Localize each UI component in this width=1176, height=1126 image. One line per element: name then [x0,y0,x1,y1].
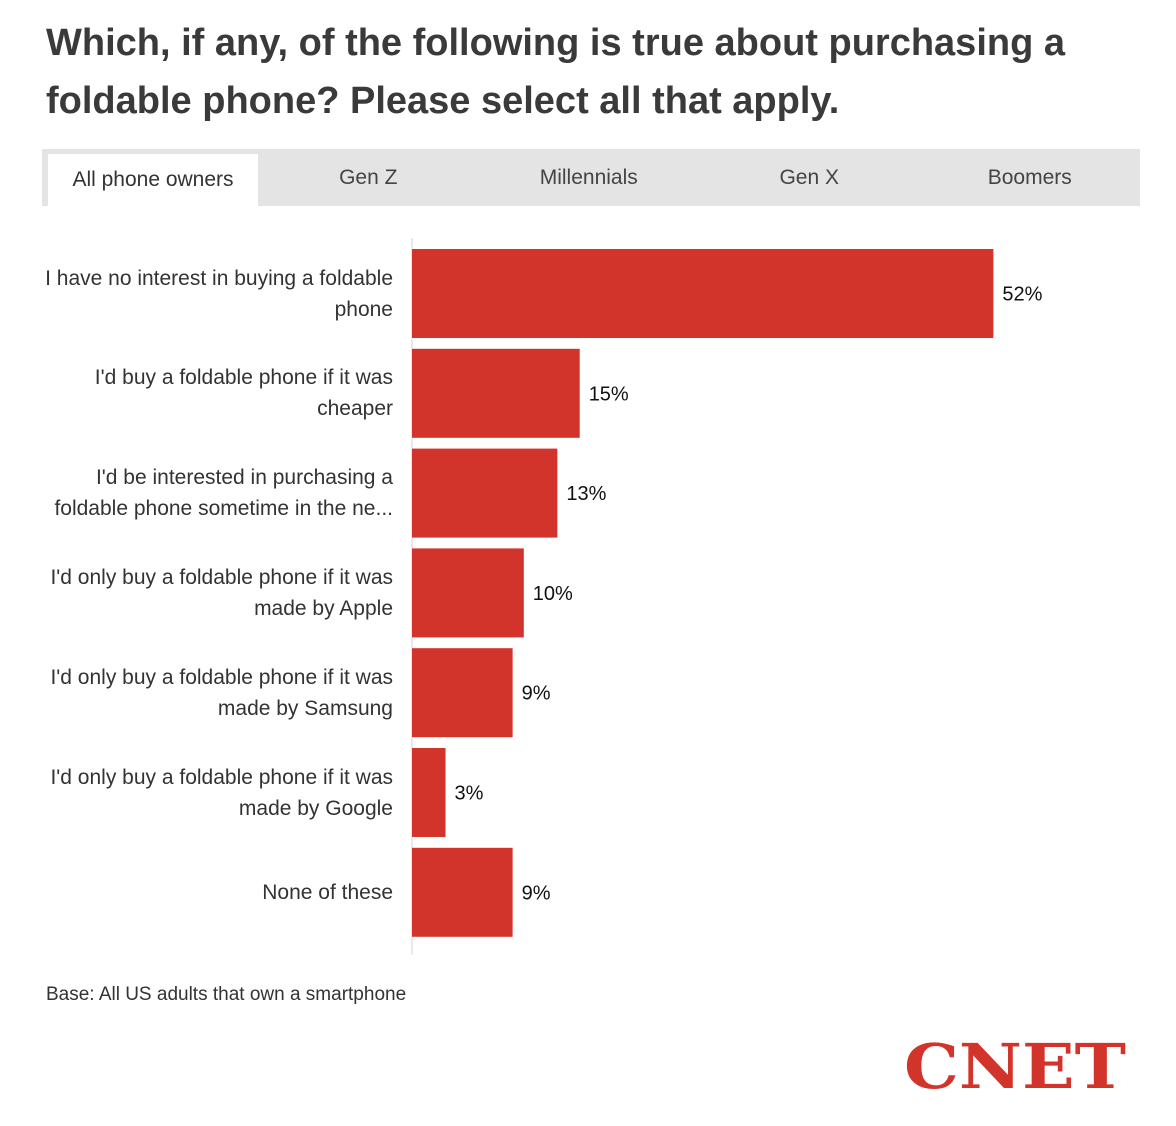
bar [412,548,524,638]
bar-value-label: 13% [566,483,606,505]
bar [412,748,446,837]
category-label: I have no interest in buying a foldable … [45,266,393,321]
bar-value-label: 3% [455,783,484,805]
bar-plot-area: 52% 15% 13% 10% 9% 3% 9% [411,238,1043,955]
tab-millennials[interactable]: Millennials [539,165,638,189]
segment-tabs: All phone owners Gen Z Millennials Gen X… [42,149,1140,206]
bar-value-label: 15% [589,383,629,405]
cnet-logo: CNET [904,1030,1130,1103]
tab-gen-z[interactable]: Gen Z [339,165,398,189]
svg-text:CNET: CNET [904,1034,1126,1096]
bar [412,348,580,438]
bar-value-label: 10% [533,583,573,605]
category-labels: I have no interest in buying a foldable … [20,230,393,960]
category-label: I'd be interested in purchasing a foldab… [54,466,393,521]
bar [412,648,513,738]
base-note: Base: All US adults that own a smartphon… [46,984,407,1005]
tab-gen-x[interactable]: Gen X [779,165,840,189]
bar-value-label: 9% [522,683,551,705]
bar [412,448,558,538]
bar [412,249,994,338]
category-label: I'd only buy a foldable phone if it was … [50,765,393,820]
chart-title: Which, if any, of the following is true … [46,22,1065,122]
category-label: I'd only buy a foldable phone if it was … [50,665,393,720]
tab-boomers[interactable]: Boomers [987,165,1072,189]
tab-all-phone-owners[interactable]: All phone owners [48,154,258,206]
bar [412,847,513,937]
category-label: None of these [262,880,393,904]
bar-value-label: 52% [1002,284,1042,306]
category-label: I'd only buy a foldable phone if it was … [50,565,393,620]
bar-value-label: 9% [522,882,551,904]
category-label: I'd buy a foldable phone if it was cheap… [94,366,393,421]
bar-chart: I have no interest in buying a foldable … [0,230,1176,960]
